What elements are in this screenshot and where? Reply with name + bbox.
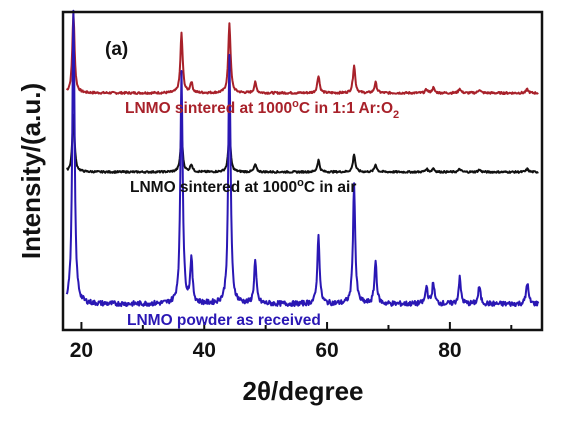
- x-tick-layer: 20 40 60 80: [70, 322, 513, 362]
- series-label-layer: LNMO sintered at 1000oC in 1:1 Ar:O2 LNMO…: [125, 98, 399, 329]
- x-tick-label: 20: [70, 339, 93, 362]
- series-line-2: [65, 113, 539, 174]
- y-axis-title: Intensity/(a.u.): [16, 83, 46, 259]
- x-tick-label: 60: [315, 339, 338, 362]
- plot-frame: [61, 10, 544, 332]
- x-tick-label: 40: [193, 339, 216, 362]
- x-tick-label: 80: [438, 339, 461, 362]
- series-line-3: [65, 9, 540, 308]
- series-line-1: [65, 12, 539, 95]
- panel-label: (a): [105, 39, 128, 60]
- series-label-2: LNMO sintered at 1000oC in air: [130, 177, 356, 196]
- series-label-3: LNMO powder as received: [127, 312, 321, 329]
- series-layer: [65, 9, 540, 308]
- series-label-1: LNMO sintered at 1000oC in 1:1 Ar:O2: [125, 98, 399, 121]
- x-axis-title: 2θ/degree: [243, 376, 364, 406]
